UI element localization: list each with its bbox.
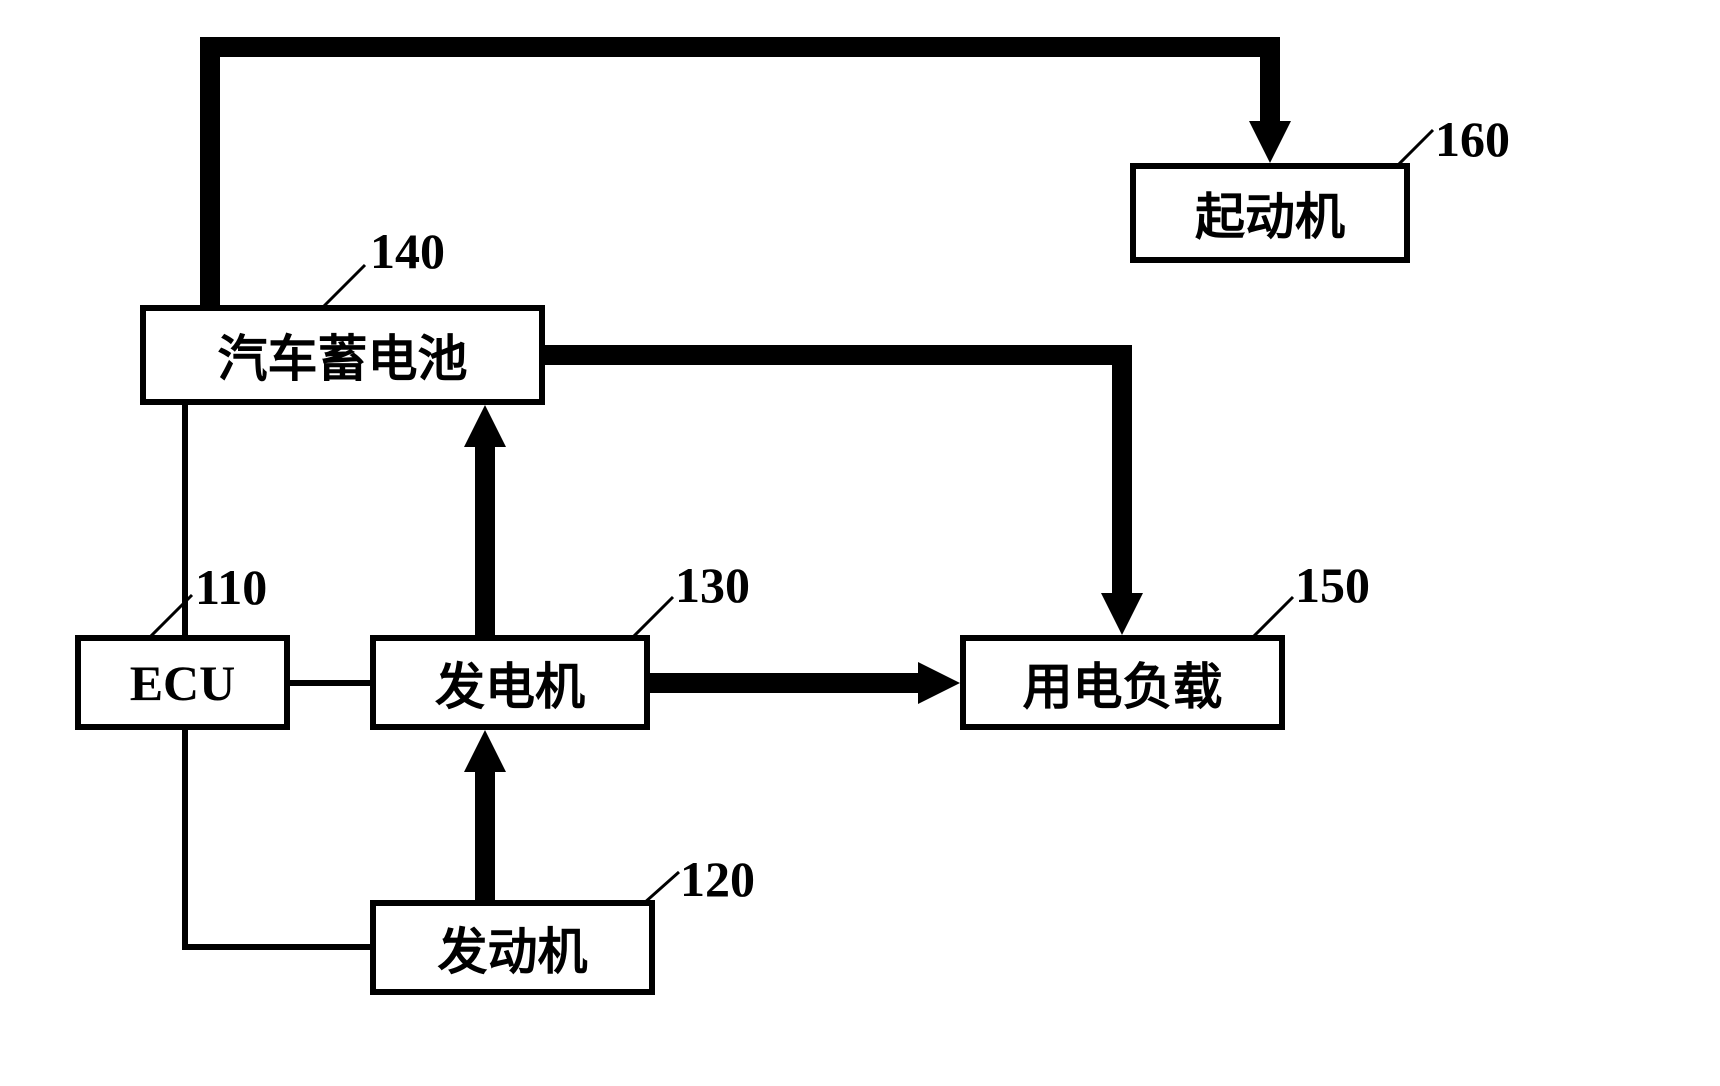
node-engine-label: 发动机 (438, 912, 588, 984)
ref-line-ecu (147, 595, 192, 640)
node-load: 用电负载 (960, 635, 1285, 730)
edge-ecu-to-engine (185, 730, 370, 947)
node-generator: 发电机 (370, 635, 650, 730)
ref-label-140: 140 (370, 222, 445, 280)
diagram-canvas: ECU 发动机 发电机 汽车蓄电池 用电负载 起动机 110 120 130 1… (0, 0, 1720, 1086)
ref-label-130: 130 (675, 556, 750, 614)
node-load-label: 用电负载 (1023, 647, 1223, 719)
node-generator-label: 发电机 (435, 647, 585, 719)
edge-battery-to-starter (210, 47, 1270, 305)
ref-label-120: 120 (680, 850, 755, 908)
ref-line-battery (320, 265, 365, 310)
edge-battery-to-load (545, 355, 1122, 605)
node-starter-label: 起动机 (1195, 177, 1345, 249)
node-engine: 发动机 (370, 900, 655, 995)
node-ecu-label: ECU (130, 654, 236, 712)
ref-label-150: 150 (1295, 556, 1370, 614)
node-battery: 汽车蓄电池 (140, 305, 545, 405)
node-ecu: ECU (75, 635, 290, 730)
node-battery-label: 汽车蓄电池 (218, 319, 468, 391)
node-starter: 起动机 (1130, 163, 1410, 263)
ref-label-110: 110 (195, 558, 267, 616)
ref-label-160: 160 (1435, 110, 1510, 168)
